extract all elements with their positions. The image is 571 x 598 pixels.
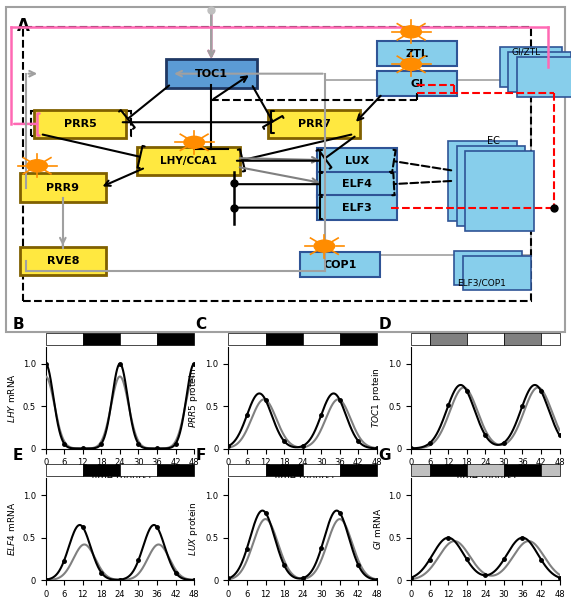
Y-axis label: $\it{PRR5}$ protein: $\it{PRR5}$ protein — [187, 368, 200, 428]
Bar — [157, 332, 194, 345]
Bar — [83, 332, 120, 345]
Text: F: F — [196, 448, 206, 463]
FancyBboxPatch shape — [268, 109, 360, 138]
Bar — [504, 464, 541, 477]
Text: GI/ZTL: GI/ZTL — [511, 47, 540, 56]
Circle shape — [314, 240, 335, 252]
FancyBboxPatch shape — [20, 173, 106, 202]
FancyBboxPatch shape — [137, 147, 240, 175]
Text: E: E — [13, 448, 23, 463]
FancyBboxPatch shape — [465, 151, 534, 231]
Y-axis label: $\it{LUX}$ protein: $\it{LUX}$ protein — [187, 502, 200, 556]
Y-axis label: $\it{GI}$ mRNA: $\it{GI}$ mRNA — [372, 508, 383, 550]
Text: PRR9: PRR9 — [46, 182, 79, 193]
Bar — [541, 464, 560, 477]
Text: PRR7: PRR7 — [297, 119, 331, 129]
Bar — [228, 464, 266, 477]
Text: ELF3/COP1: ELF3/COP1 — [457, 279, 506, 288]
Text: GI: GI — [411, 79, 423, 89]
Text: C: C — [196, 316, 207, 331]
Bar — [46, 332, 83, 345]
FancyBboxPatch shape — [317, 195, 397, 220]
Text: D: D — [379, 316, 391, 331]
Bar — [541, 332, 560, 345]
Text: TOC1: TOC1 — [195, 69, 228, 79]
Bar — [430, 464, 467, 477]
Text: B: B — [13, 316, 25, 331]
X-axis label: Time (hours): Time (hours) — [455, 473, 516, 483]
Bar — [83, 464, 120, 477]
Bar — [340, 332, 377, 345]
Bar — [504, 332, 541, 345]
Bar — [411, 464, 430, 477]
FancyBboxPatch shape — [500, 47, 562, 87]
Text: PRR5: PRR5 — [63, 119, 96, 129]
FancyBboxPatch shape — [517, 57, 571, 97]
Circle shape — [401, 58, 421, 71]
Circle shape — [184, 136, 204, 148]
Bar — [467, 332, 504, 345]
FancyBboxPatch shape — [457, 146, 525, 226]
Bar — [303, 464, 340, 477]
FancyBboxPatch shape — [317, 172, 397, 197]
Text: ELF3: ELF3 — [342, 203, 372, 213]
Text: RVE8: RVE8 — [47, 256, 79, 266]
Text: A: A — [17, 17, 30, 35]
Text: ZTL: ZTL — [405, 48, 428, 59]
FancyBboxPatch shape — [317, 148, 397, 173]
FancyBboxPatch shape — [166, 59, 257, 88]
Bar — [266, 464, 303, 477]
Bar — [303, 332, 340, 345]
Bar — [46, 464, 83, 477]
Bar — [157, 464, 194, 477]
Text: ELF4: ELF4 — [342, 179, 372, 189]
Bar — [411, 332, 430, 345]
Text: G: G — [379, 448, 391, 463]
Text: COP1: COP1 — [323, 260, 356, 270]
Text: EC: EC — [488, 136, 500, 146]
Bar — [467, 464, 504, 477]
Bar — [228, 332, 266, 345]
FancyBboxPatch shape — [454, 251, 522, 285]
Circle shape — [27, 160, 47, 172]
Y-axis label: $\it{LHY}$ mRNA: $\it{LHY}$ mRNA — [6, 373, 17, 423]
FancyBboxPatch shape — [300, 252, 380, 277]
Text: LUX: LUX — [345, 155, 369, 166]
Bar — [120, 332, 157, 345]
Bar — [430, 332, 467, 345]
FancyBboxPatch shape — [448, 141, 517, 221]
Bar — [120, 464, 157, 477]
Bar — [340, 464, 377, 477]
FancyBboxPatch shape — [463, 256, 531, 289]
FancyBboxPatch shape — [20, 247, 106, 276]
Text: LHY/CCA1: LHY/CCA1 — [160, 155, 217, 166]
X-axis label: Time (hours): Time (hours) — [272, 473, 333, 483]
Circle shape — [401, 26, 421, 38]
FancyBboxPatch shape — [377, 41, 457, 66]
FancyBboxPatch shape — [34, 109, 126, 138]
Y-axis label: $\it{ELF4}$ mRNA: $\it{ELF4}$ mRNA — [6, 502, 17, 556]
FancyBboxPatch shape — [508, 52, 571, 92]
X-axis label: Time (hours): Time (hours) — [89, 473, 151, 483]
Bar — [266, 332, 303, 345]
Y-axis label: $\it{TOC1}$ protein: $\it{TOC1}$ protein — [369, 367, 383, 428]
FancyBboxPatch shape — [377, 71, 457, 96]
